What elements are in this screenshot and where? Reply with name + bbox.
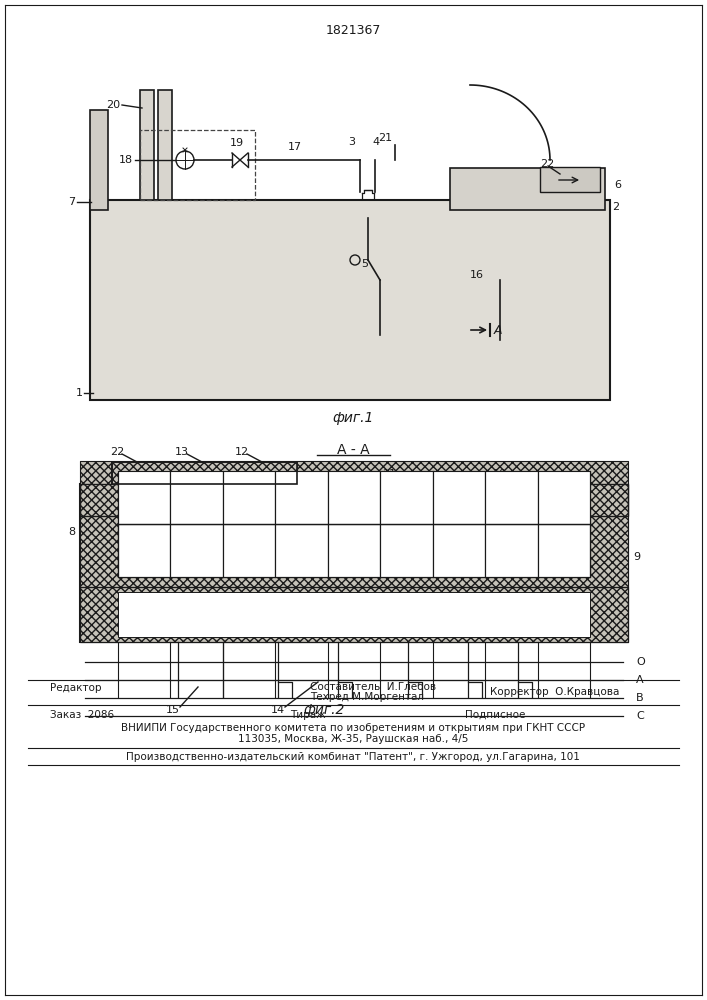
- Text: A: A: [636, 675, 643, 685]
- Bar: [275, 471, 328, 524]
- Bar: [112, 462, 297, 484]
- Text: 1: 1: [76, 388, 83, 398]
- Text: Заказ  2086: Заказ 2086: [50, 710, 114, 720]
- Text: 16: 16: [470, 270, 484, 280]
- Text: 11: 11: [383, 469, 397, 479]
- Text: 15: 15: [166, 705, 180, 715]
- Text: 3: 3: [348, 137, 355, 147]
- Text: Техред М.Моргентал: Техред М.Моргентал: [310, 692, 424, 702]
- Bar: [80, 587, 628, 642]
- Text: 20: 20: [106, 100, 120, 110]
- Text: 9: 9: [633, 552, 640, 562]
- Text: 19: 19: [230, 138, 244, 148]
- Bar: [80, 461, 628, 587]
- Text: А - А: А - А: [337, 443, 369, 457]
- Bar: [328, 471, 380, 524]
- Text: 13: 13: [175, 447, 189, 457]
- Bar: [80, 484, 628, 516]
- Text: 14: 14: [271, 705, 285, 715]
- Bar: [118, 524, 590, 577]
- Text: B: B: [636, 693, 643, 703]
- Text: 17: 17: [288, 142, 302, 152]
- Bar: [223, 524, 275, 577]
- Bar: [80, 587, 628, 642]
- Bar: [80, 484, 628, 642]
- Bar: [450, 168, 605, 210]
- Bar: [170, 524, 223, 577]
- Bar: [158, 90, 172, 200]
- Bar: [223, 471, 275, 524]
- Text: Составитель  И.Глебов: Составитель И.Глебов: [310, 682, 436, 692]
- Text: O: O: [636, 657, 645, 667]
- Text: Корректор  О.Кравцова: Корректор О.Кравцова: [490, 687, 619, 697]
- Text: Тираж: Тираж: [290, 710, 326, 720]
- Text: 22: 22: [540, 159, 554, 169]
- Text: 12: 12: [235, 447, 249, 457]
- Bar: [537, 471, 590, 524]
- Bar: [118, 592, 590, 637]
- Text: Подписное: Подписное: [465, 710, 525, 720]
- Bar: [118, 524, 590, 577]
- Bar: [328, 524, 380, 577]
- Bar: [485, 524, 537, 577]
- Text: 7: 7: [68, 197, 75, 207]
- Bar: [112, 462, 297, 484]
- Text: фиг.1: фиг.1: [332, 411, 374, 425]
- Bar: [140, 130, 255, 200]
- Text: 2: 2: [612, 202, 619, 212]
- Bar: [465, 176, 600, 200]
- Bar: [118, 471, 590, 577]
- Text: 10: 10: [493, 469, 507, 479]
- Bar: [275, 524, 328, 577]
- Text: 8: 8: [68, 527, 75, 537]
- Text: 22: 22: [110, 447, 124, 457]
- Bar: [380, 471, 433, 524]
- Text: 21: 21: [378, 133, 392, 143]
- Text: 113035, Москва, Ж-35, Раушская наб., 4/5: 113035, Москва, Ж-35, Раушская наб., 4/5: [238, 734, 468, 744]
- Bar: [433, 471, 485, 524]
- Bar: [118, 471, 170, 524]
- Text: 5: 5: [361, 259, 368, 269]
- Text: 18: 18: [119, 155, 133, 165]
- Text: Производственно-издательский комбинат "Патент", г. Ужгород, ул.Гагарина, 101: Производственно-издательский комбинат "П…: [126, 752, 580, 762]
- Bar: [90, 200, 610, 400]
- Text: Редактор: Редактор: [50, 683, 102, 693]
- Bar: [90, 110, 108, 210]
- Text: 6: 6: [614, 180, 621, 190]
- Bar: [112, 462, 297, 484]
- Bar: [80, 461, 628, 587]
- Text: 1821367: 1821367: [325, 23, 380, 36]
- Bar: [170, 471, 223, 524]
- Bar: [433, 524, 485, 577]
- Bar: [80, 484, 628, 516]
- Bar: [118, 524, 170, 577]
- Bar: [540, 167, 600, 192]
- Text: C: C: [636, 711, 644, 721]
- Text: ВНИИПИ Государственного комитета по изобретениям и открытиям при ГКНТ СССР: ВНИИПИ Государственного комитета по изоб…: [121, 723, 585, 733]
- Bar: [485, 471, 537, 524]
- Text: фиг.2: фиг.2: [303, 703, 344, 717]
- Text: 4: 4: [372, 137, 379, 147]
- Bar: [380, 524, 433, 577]
- Text: A: A: [494, 324, 503, 336]
- Bar: [537, 524, 590, 577]
- Bar: [140, 90, 154, 200]
